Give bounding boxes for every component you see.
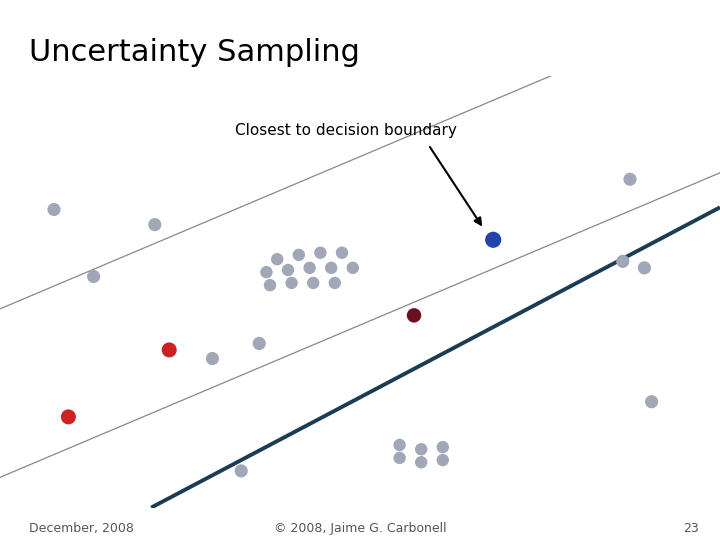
- Point: [149, 220, 161, 229]
- Point: [264, 281, 276, 289]
- Point: [437, 456, 449, 464]
- Point: [315, 248, 326, 257]
- Text: © 2008, Jaime G. Carbonell: © 2008, Jaime G. Carbonell: [274, 522, 446, 535]
- Point: [63, 413, 74, 421]
- Point: [163, 346, 175, 354]
- Point: [207, 354, 218, 363]
- Point: [394, 454, 405, 462]
- Point: [347, 264, 359, 272]
- Point: [325, 264, 337, 272]
- Point: [408, 311, 420, 320]
- Point: [293, 251, 305, 259]
- Point: [235, 467, 247, 475]
- Point: [487, 235, 499, 244]
- Point: [437, 443, 449, 451]
- Point: [88, 272, 99, 281]
- Point: [639, 264, 650, 272]
- Point: [646, 397, 657, 406]
- Point: [253, 339, 265, 348]
- Point: [48, 205, 60, 214]
- Point: [415, 458, 427, 467]
- Point: [261, 268, 272, 276]
- Point: [329, 279, 341, 287]
- Text: Closest to decision boundary: Closest to decision boundary: [235, 123, 456, 138]
- Point: [336, 248, 348, 257]
- Point: [286, 279, 297, 287]
- Point: [271, 255, 283, 264]
- Point: [282, 266, 294, 274]
- Point: [415, 445, 427, 454]
- Point: [307, 279, 319, 287]
- Point: [304, 264, 315, 272]
- Text: 23: 23: [683, 522, 698, 535]
- Text: Uncertainty Sampling: Uncertainty Sampling: [29, 38, 360, 67]
- Text: December, 2008: December, 2008: [29, 522, 134, 535]
- Point: [624, 175, 636, 184]
- Point: [394, 441, 405, 449]
- Point: [617, 257, 629, 266]
